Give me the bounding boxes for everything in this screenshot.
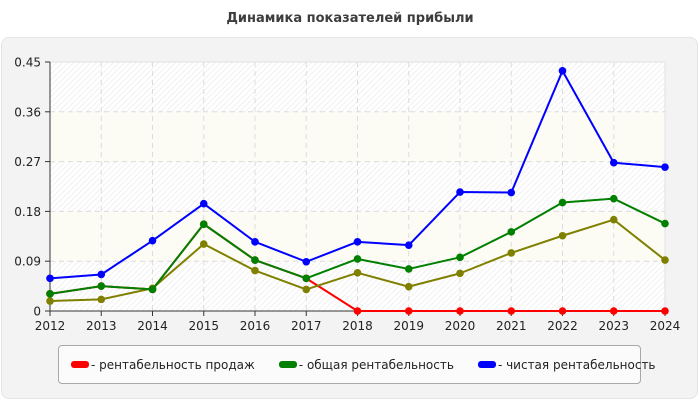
data-point[interactable]: [456, 188, 464, 196]
data-point[interactable]: [661, 256, 669, 264]
legend-item-total[interactable]: - общая рентабельность: [278, 357, 454, 372]
legend-swatch-green-icon: [278, 361, 297, 368]
x-tick-label: 2024: [650, 319, 681, 333]
data-point[interactable]: [148, 285, 157, 294]
y-tick-label: 0.27: [14, 155, 41, 169]
x-tick-label: 2018: [342, 319, 373, 333]
x-tick-label: 2022: [547, 319, 578, 333]
data-point[interactable]: [456, 269, 464, 278]
data-point[interactable]: [251, 256, 259, 264]
data-point[interactable]: [507, 307, 516, 315]
y-tick-label: 0: [33, 305, 41, 319]
y-tick-label: 0.18: [14, 205, 41, 219]
legend-item-sales[interactable]: - рентабельность продаж: [71, 358, 255, 372]
legend-swatch-red-icon: [71, 361, 89, 368]
data-point[interactable]: [199, 240, 208, 248]
x-tick-label: 2012: [35, 319, 66, 333]
x-tick-label: 2023: [598, 319, 629, 333]
data-point[interactable]: [609, 215, 618, 224]
y-tick-label: 0.09: [14, 255, 41, 269]
data-point[interactable]: [97, 282, 106, 290]
data-point[interactable]: [558, 67, 567, 75]
legend-label: - рентабельность продаж: [91, 357, 255, 372]
series-008000: [46, 194, 669, 298]
data-series: [46, 67, 669, 315]
data-point[interactable]: [404, 241, 413, 249]
data-point[interactable]: [404, 282, 413, 291]
data-point[interactable]: [302, 285, 311, 294]
legend-label: - чистая рентабельность: [497, 357, 656, 372]
data-point[interactable]: [558, 307, 567, 315]
data-point[interactable]: [609, 194, 618, 203]
x-tick-label: 2015: [188, 319, 219, 333]
data-point[interactable]: [507, 188, 516, 197]
data-point[interactable]: [558, 231, 567, 240]
data-point[interactable]: [507, 249, 516, 257]
data-point[interactable]: [353, 269, 362, 277]
x-tick-label: 2014: [137, 319, 168, 333]
x-tick-label: 2021: [496, 319, 527, 333]
data-point[interactable]: [148, 236, 157, 245]
y-tick-label: 0.36: [14, 105, 41, 119]
x-tick-label: 2017: [291, 319, 322, 333]
y-tick-label: 0.45: [14, 56, 41, 70]
x-tick-label: 2019: [393, 319, 424, 333]
data-point[interactable]: [353, 307, 362, 315]
data-point[interactable]: [97, 270, 106, 279]
data-point[interactable]: [609, 158, 618, 167]
data-point[interactable]: [251, 238, 259, 246]
series-0000ff: [46, 67, 669, 283]
legend-swatch-blue-icon: [477, 361, 496, 368]
x-axis-ticks: 2012 2013 2014 2015 2016 2017 2018 2019 2020 2021…: [35, 311, 681, 333]
x-tick-label: 2013: [86, 319, 117, 333]
data-point[interactable]: [302, 257, 311, 266]
data-point[interactable]: [46, 297, 54, 305]
data-point[interactable]: [404, 265, 413, 273]
data-point[interactable]: [661, 307, 669, 315]
data-point[interactable]: [353, 255, 362, 263]
data-point[interactable]: [558, 198, 567, 207]
legend-label: - общая рентабельность: [298, 357, 454, 372]
data-point[interactable]: [302, 274, 311, 283]
data-point[interactable]: [97, 295, 106, 304]
y-axis-ticks: 0 0.09 0.18 0.27 0.36 0.45: [14, 56, 50, 319]
data-point[interactable]: [46, 290, 54, 298]
x-tick-label: 2016: [240, 319, 271, 333]
data-point[interactable]: [507, 228, 516, 236]
data-point[interactable]: [456, 307, 464, 315]
data-point[interactable]: [661, 219, 669, 228]
data-point[interactable]: [251, 266, 259, 275]
legend: - рентабельность продаж - общая рентабел…: [58, 345, 656, 384]
chart-title: Динамика показателей прибыли: [226, 11, 474, 26]
data-point[interactable]: [609, 307, 618, 315]
x-tick-label: 2020: [445, 319, 476, 333]
data-point[interactable]: [661, 163, 669, 171]
data-point[interactable]: [199, 199, 208, 208]
data-point[interactable]: [456, 253, 464, 262]
data-point[interactable]: [46, 274, 54, 283]
data-point[interactable]: [404, 307, 413, 315]
legend-item-net[interactable]: - чистая рентабельность: [477, 357, 656, 372]
data-point[interactable]: [353, 238, 362, 246]
data-point[interactable]: [199, 220, 208, 228]
